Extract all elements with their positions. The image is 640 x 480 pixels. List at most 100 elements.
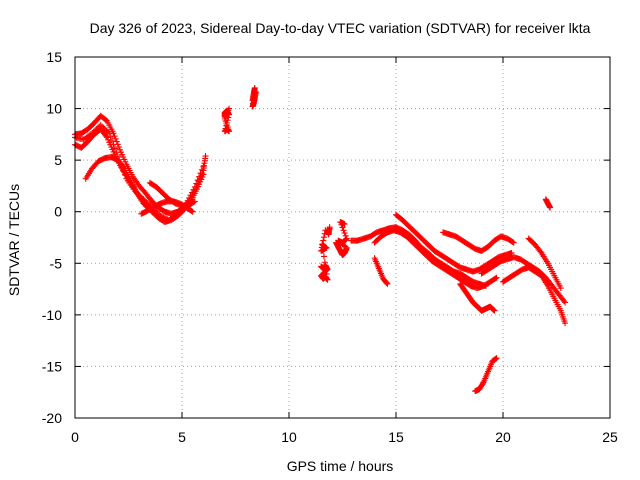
data-point: [99, 123, 106, 130]
data-point: [560, 298, 567, 305]
data-point: [194, 177, 201, 184]
data-point: [320, 237, 327, 244]
data-point: [113, 138, 120, 145]
data-point: [318, 244, 325, 251]
data-point: [109, 137, 116, 144]
data-point: [341, 221, 348, 228]
data-point: [191, 198, 198, 205]
data-point: [110, 141, 117, 148]
y-tick-label: 5: [54, 152, 62, 168]
axis-ticks: 0 5 10 15 20 25 -20 -15 -10 -5 0 5 10 15: [42, 49, 618, 445]
y-tick-label: 15: [46, 49, 62, 65]
data-point: [340, 227, 347, 234]
series-track-o: [393, 211, 515, 275]
data-point: [322, 265, 329, 272]
data-point: [161, 214, 168, 221]
data-point: [323, 270, 330, 277]
data-point: [188, 208, 195, 215]
y-axis-label: SDTVAR / TECUs: [6, 184, 22, 296]
x-tick-label: 10: [281, 429, 297, 445]
data-point: [510, 239, 517, 246]
data-point: [200, 171, 207, 178]
y-tick-label: 10: [46, 101, 62, 117]
x-tick-label: 20: [495, 429, 511, 445]
data-point: [193, 180, 200, 187]
data-point: [493, 355, 500, 362]
data-point: [318, 247, 325, 254]
data-point: [153, 208, 160, 215]
data-point: [91, 127, 98, 134]
data-point: [342, 232, 349, 239]
data-point: [115, 144, 122, 151]
data-points: [72, 84, 569, 395]
x-tick-label: 0: [71, 429, 79, 445]
data-point: [103, 127, 110, 134]
series-track-i: [318, 227, 331, 283]
data-point: [104, 128, 111, 135]
series-track-j: [324, 224, 333, 238]
data-point: [111, 133, 118, 140]
data-point: [226, 105, 233, 112]
data-point: [383, 280, 390, 287]
plot-frame: [74, 56, 611, 419]
series-track-m: [371, 227, 500, 292]
data-point: [90, 128, 97, 135]
series-track-q: [440, 229, 517, 254]
chart-title: Day 326 of 2023, Sidereal Day-to-day VTE…: [90, 20, 591, 36]
series-track-k: [333, 219, 350, 259]
data-point: [320, 234, 327, 241]
x-axis-label: GPS time / hours: [287, 458, 394, 474]
data-point: [490, 306, 497, 313]
data-point: [319, 241, 326, 248]
data-point: [106, 130, 113, 137]
data-point: [189, 208, 196, 215]
series-track-d: [82, 154, 153, 213]
y-tick-label: -20: [42, 410, 62, 426]
data-point: [252, 89, 259, 96]
data-point: [197, 170, 204, 177]
series-track-v: [472, 355, 500, 395]
data-point: [100, 124, 107, 131]
data-point: [480, 380, 487, 387]
data-point: [537, 248, 544, 255]
data-point: [113, 149, 120, 156]
data-point: [186, 194, 193, 201]
data-point: [89, 130, 96, 137]
data-point: [111, 145, 118, 152]
data-point: [343, 235, 350, 242]
data-point: [190, 186, 197, 193]
data-point: [103, 133, 110, 140]
data-point: [326, 224, 333, 231]
data-point: [493, 274, 500, 281]
data-point: [187, 192, 194, 199]
series-track-u: [542, 196, 554, 211]
x-tick-label: 5: [178, 429, 186, 445]
series-track-s: [500, 264, 569, 327]
x-tick-label: 15: [388, 429, 404, 445]
data-point: [341, 230, 348, 237]
data-point: [112, 135, 119, 142]
series-track-h: [249, 84, 259, 110]
y-tick-label: -5: [50, 255, 63, 271]
series-track-p: [457, 280, 498, 314]
data-point: [154, 210, 161, 217]
data-point: [190, 199, 197, 206]
data-point: [491, 307, 498, 314]
series-track-f: [138, 198, 196, 217]
y-tick-label: -15: [42, 358, 62, 374]
data-point: [196, 173, 203, 180]
data-point: [160, 214, 167, 221]
data-point: [490, 307, 497, 314]
x-tick-label: 25: [602, 429, 618, 445]
data-point: [120, 164, 127, 171]
data-point: [557, 285, 564, 292]
data-point: [492, 275, 499, 282]
data-point: [107, 134, 114, 141]
data-point: [173, 211, 180, 218]
data-point: [97, 122, 104, 129]
data-point: [191, 183, 198, 190]
data-point: [384, 280, 391, 287]
data-point: [188, 189, 195, 196]
series-track-n: [371, 255, 391, 287]
